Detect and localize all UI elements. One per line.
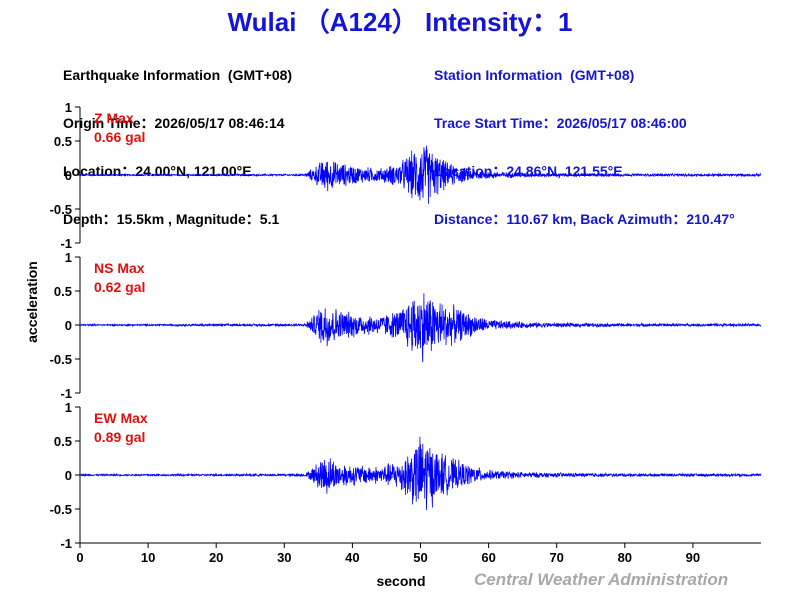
credit-watermark: Central Weather Administration [474,570,729,589]
station-info: Station Information (GMT+08) Trace Start… [434,35,735,243]
panel-ew: 1 0.5 0 -0.5 -1 EW Max 0.89 gal [50,400,762,551]
x-tick-label: 80 [618,550,632,565]
y-tick-label: 0.5 [54,284,72,299]
x-tick-label: 50 [413,550,427,565]
y-axis-label: acceleration [24,261,40,343]
max-value-label: 0.89 gal [94,429,145,445]
waveform-trace [79,436,762,511]
x-tick-label: 10 [141,550,155,565]
component-label: EW Max [94,410,148,426]
component-label: NS Max [94,260,145,276]
earthquake-info-heading: Earthquake Information (GMT+08) [63,67,293,83]
y-tick-label: 0.5 [54,134,72,149]
x-tick-label: 0 [76,550,83,565]
y-tick-label: 1 [65,100,72,115]
trace-start-time: Trace Start Time：2026/05/17 08:46:00 [434,115,687,131]
y-tick-label: -1 [60,536,72,551]
station-info-heading: Station Information (GMT+08) [434,67,635,83]
panel-ns: 1 0.5 0 -0.5 -1 NS Max 0.62 gal [50,250,762,401]
max-value-label: 0.66 gal [94,129,145,145]
panel-z: 1 0.5 0 -0.5 -1 Z Max 0.66 gal [50,100,762,251]
earthquake-info: Earthquake Information (GMT+08) Origin T… [63,35,292,243]
distance-azimuth: Distance：110.67 km, Back Azimuth：210.47° [434,211,735,227]
x-tick-label: 40 [345,550,359,565]
x-tick-label: 90 [686,550,700,565]
x-tick-label: 70 [549,550,563,565]
max-value-label: 0.62 gal [94,279,145,295]
x-tick-label: 20 [209,550,223,565]
y-tick-label: -1 [60,236,72,251]
waveform-trace [79,293,762,363]
y-tick-label: 0 [65,318,72,333]
y-tick-label: 0 [65,168,72,183]
component-label: Z Max [94,110,134,126]
y-tick-label: -0.5 [50,352,72,367]
x-axis-label: second [376,573,425,589]
x-tick-label: 30 [277,550,291,565]
depth-magnitude: Depth：15.5km , Magnitude：5.1 [63,211,280,227]
chart-title: Wulai （A124） Intensity：1 [227,7,573,37]
y-tick-label: -1 [60,386,72,401]
y-tick-label: 0.5 [54,434,72,449]
waveform-trace [79,145,762,204]
y-tick-label: 1 [65,400,72,415]
origin-time: Origin Time：2026/05/17 08:46:14 [63,115,285,131]
y-tick-label: 1 [65,250,72,265]
y-tick-label: 0 [65,468,72,483]
x-tick-label: 60 [481,550,495,565]
y-tick-label: -0.5 [50,202,72,217]
y-tick-label: -0.5 [50,502,72,517]
